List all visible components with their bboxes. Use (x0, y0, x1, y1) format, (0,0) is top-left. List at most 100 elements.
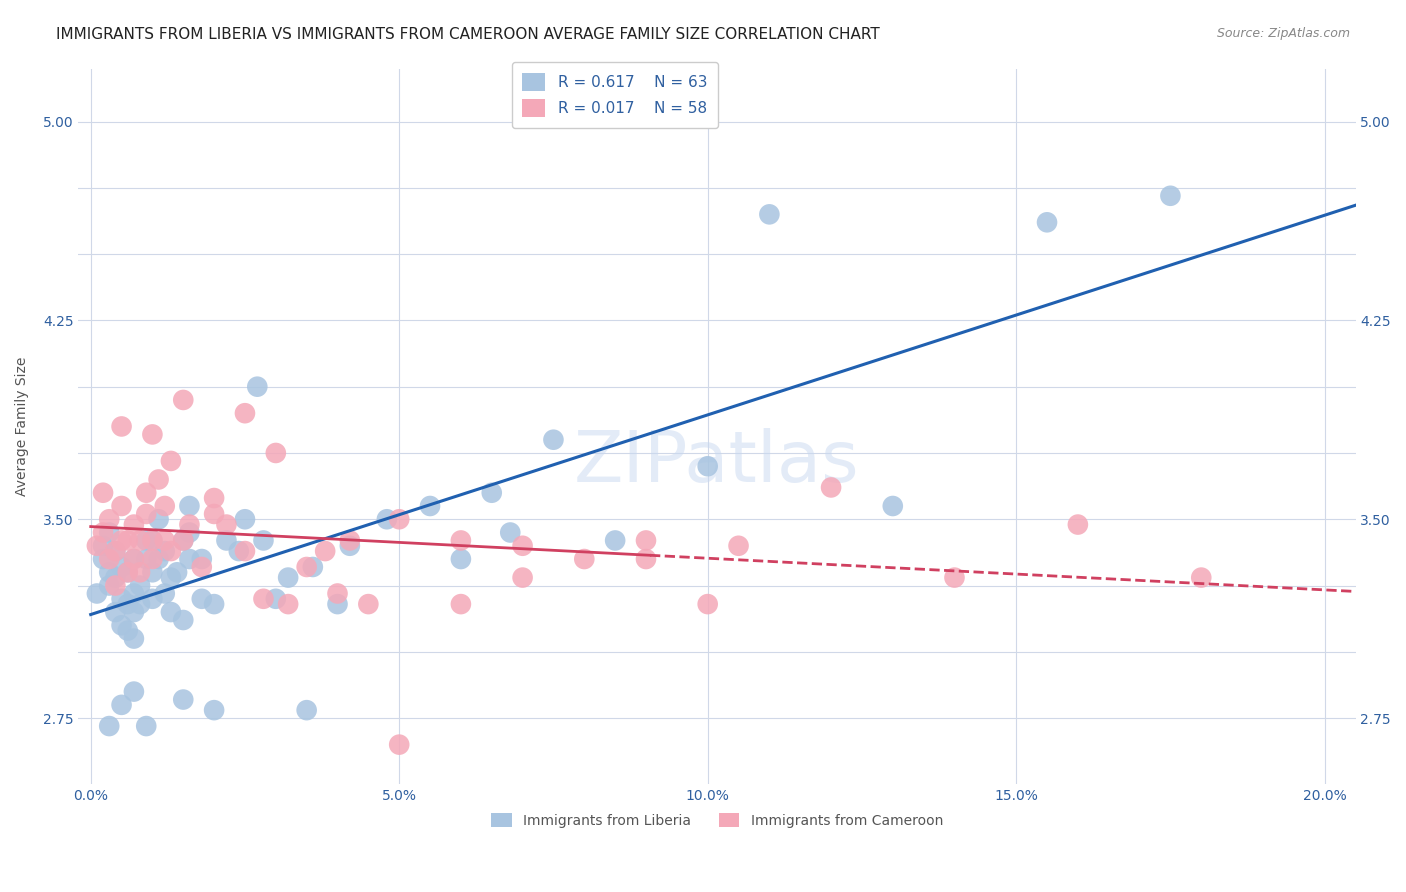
Point (172, 533, 194, 548)
Point (512, 571, 534, 585)
Point (1189, 571, 1212, 585)
Point (277, 571, 299, 585)
Point (110, 591, 132, 606)
Point (98, 578, 121, 592)
Point (104, 578, 127, 592)
Point (122, 552, 145, 566)
Y-axis label: Average Family Size: Average Family Size (15, 357, 30, 496)
Point (86, 539, 108, 553)
Point (634, 552, 657, 566)
Point (215, 517, 238, 532)
Point (326, 586, 349, 600)
Point (339, 539, 361, 553)
Point (135, 485, 157, 500)
Point (129, 597, 152, 611)
Point (339, 533, 361, 548)
Point (98, 512, 121, 526)
Point (104, 571, 127, 585)
Point (277, 597, 299, 611)
Point (450, 552, 472, 566)
Point (388, 512, 411, 526)
Point (91, 485, 114, 500)
Point (135, 719, 157, 733)
Point (129, 533, 152, 548)
Point (264, 446, 287, 460)
Point (110, 499, 132, 513)
Point (117, 566, 139, 580)
Point (153, 544, 176, 558)
Point (110, 419, 132, 434)
Point (1036, 215, 1059, 229)
Point (191, 591, 214, 606)
Point (301, 560, 323, 574)
Point (388, 738, 411, 752)
Point (104, 544, 127, 558)
Point (86, 586, 108, 600)
Point (943, 571, 966, 585)
Point (110, 618, 132, 632)
Point (1067, 517, 1090, 532)
Text: IMMIGRANTS FROM LIBERIA VS IMMIGRANTS FROM CAMEROON AVERAGE FAMILY SIZE CORRELAT: IMMIGRANTS FROM LIBERIA VS IMMIGRANTS FR… (56, 27, 880, 42)
Point (110, 560, 132, 574)
Point (135, 552, 157, 566)
Point (117, 533, 139, 548)
Point (172, 392, 194, 407)
Point (129, 578, 152, 592)
Point (179, 552, 201, 566)
Point (98, 566, 121, 580)
Point (141, 566, 163, 580)
Point (141, 533, 163, 548)
Point (314, 544, 336, 558)
Point (179, 525, 201, 540)
Point (605, 533, 627, 548)
Point (450, 597, 472, 611)
Point (160, 544, 183, 558)
Point (117, 597, 139, 611)
Point (202, 703, 225, 717)
Point (357, 597, 380, 611)
Point (141, 552, 163, 566)
Point (882, 499, 904, 513)
Point (122, 586, 145, 600)
Point (696, 459, 718, 474)
Point (172, 692, 194, 706)
Point (110, 533, 132, 548)
Point (252, 533, 274, 548)
Point (104, 544, 127, 558)
Point (202, 491, 225, 505)
Point (179, 517, 201, 532)
Point (481, 485, 503, 500)
Point (172, 533, 194, 548)
Legend: Immigrants from Liberia, Immigrants from Cameroon: Immigrants from Liberia, Immigrants from… (484, 806, 950, 835)
Point (499, 525, 522, 540)
Point (727, 539, 749, 553)
Point (91, 539, 114, 553)
Point (1159, 188, 1181, 202)
Point (153, 533, 176, 548)
Point (295, 560, 318, 574)
Point (153, 586, 176, 600)
Point (129, 566, 152, 580)
Point (122, 684, 145, 698)
Point (233, 512, 256, 526)
Point (135, 533, 157, 548)
Point (141, 533, 163, 548)
Point (104, 605, 127, 619)
Point (148, 473, 170, 487)
Point (758, 207, 780, 221)
Text: ZIPatlas: ZIPatlas (574, 428, 859, 497)
Point (264, 591, 287, 606)
Point (179, 499, 201, 513)
Point (135, 507, 157, 521)
Point (160, 571, 183, 585)
Point (117, 624, 139, 638)
Point (117, 566, 139, 580)
Point (122, 552, 145, 566)
Point (91, 552, 114, 566)
Point (228, 544, 250, 558)
Point (820, 480, 842, 494)
Point (191, 560, 214, 574)
Point (148, 552, 170, 566)
Point (98, 719, 121, 733)
Point (450, 533, 472, 548)
